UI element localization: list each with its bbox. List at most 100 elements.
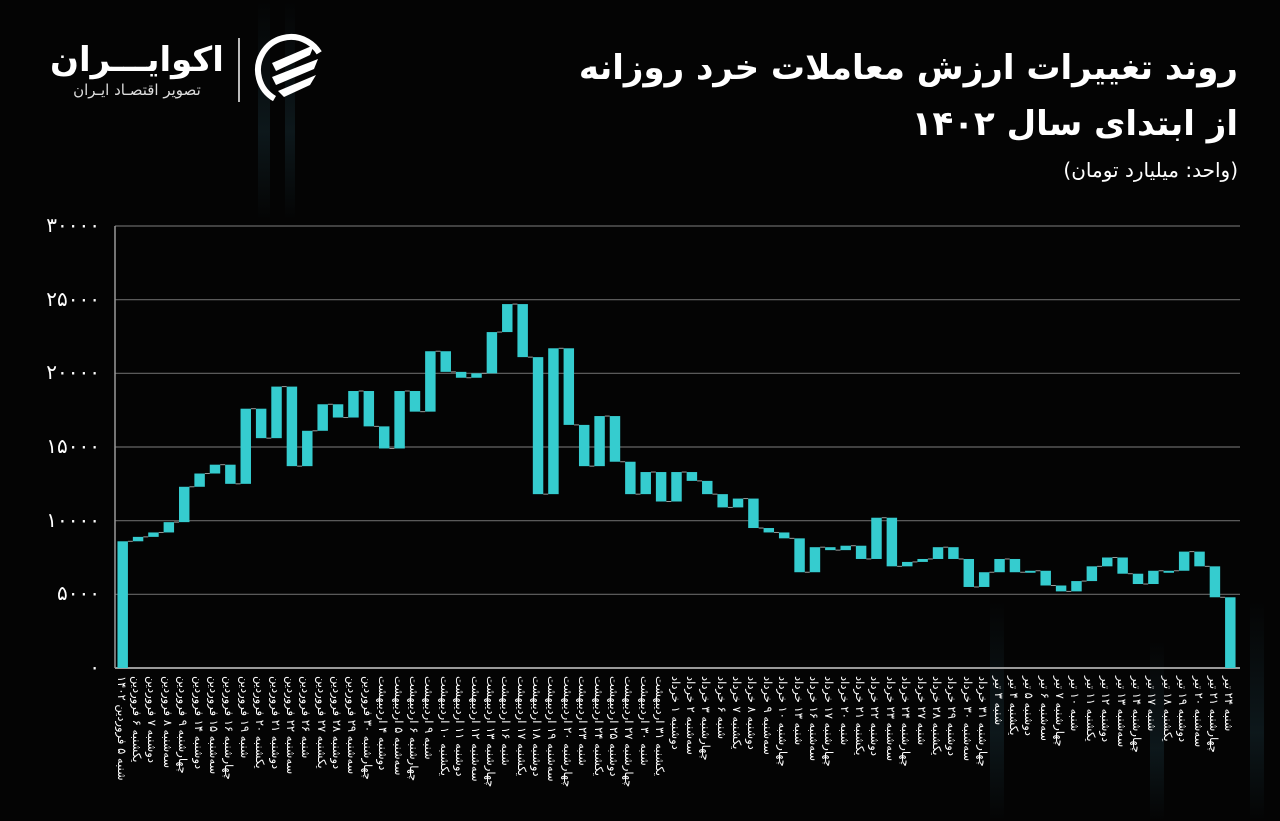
chart-title-line-2: از ابتدای سال ۱۴۰۲ [911,104,1238,144]
waterfall-bar [948,547,959,559]
x-tick-label: چهارشنبه ۲۰ اردیبهشت [560,676,575,788]
waterfall-bar [532,357,544,495]
x-tick-label: چهارشنبه ۳۰ فروردین [360,676,375,780]
waterfall-bar [117,541,128,668]
y-tick-label: ۲۵۰۰۰ [46,286,100,311]
x-tick-label: شنبه ۵ فروردین ۱۴۰۲ [114,676,129,781]
waterfall-bar [886,517,898,567]
waterfall-bar [1148,570,1159,585]
x-tick-label: دوشنبه ۱۸ اردیبهشت [530,676,545,777]
y-tick-label: ۲۰۰۰۰ [46,360,100,385]
y-tick-label: ۰ [89,655,100,679]
x-tick-label: دوشنبه ۷ فروردین [145,676,160,763]
x-tick-label: شنبه ۲۳ اردیبهشت [576,676,591,766]
x-tick-label: سه‌شنبه ۱۶ خرداد [806,676,821,762]
waterfall-bar [1194,551,1205,567]
x-tick-label: سه‌شنبه ۵ اردیبهشت [391,676,406,776]
x-tick-label: دوشنبه ۲۹ خرداد [945,676,960,756]
waterfall-bar [1163,570,1175,573]
waterfall-bar [1086,566,1098,582]
logo-separator [237,38,240,102]
waterfall-bar [363,391,375,427]
x-tick-label: چهارشنبه ۶ اردیبهشت [406,676,421,782]
waterfall-bar [994,558,1005,573]
background-stripe [1250,600,1264,821]
waterfall-bar [625,461,636,495]
x-tick-label: شنبه ۲۴ تیر [1222,676,1237,732]
x-tick-label: چهارشنبه ۷ تیر [1053,676,1068,747]
waterfall-bar [1225,597,1236,668]
waterfall-bar [317,404,328,431]
waterfall-bar [455,371,467,378]
waterfall-bar [425,351,436,412]
x-tick-label: چهارشنبه ۱۰ خرداد [776,676,791,767]
x-tick-label: شنبه ۱۹ فروردین [237,676,252,759]
waterfall-bar [917,558,928,562]
x-tick-label: شنبه ۱۳ خرداد [791,676,806,746]
x-tick-label: سه‌شنبه ۲ خرداد [683,676,698,755]
x-tick-label: چهارشنبه ۹ فروردین [176,676,191,774]
y-tick-label: ۵۰۰۰ [57,581,100,606]
x-tick-label: چهارشنبه ۳ خرداد [699,676,714,761]
ecoiran-logo-icon [254,34,327,106]
x-tick-label: چهارشنبه ۱۴ تیر [1130,676,1144,753]
x-tick-label: سه‌شنبه ۱۲ اردیبهشت [468,676,483,782]
waterfall-bar [778,532,790,539]
x-tick-label: سه‌شنبه ۳۰ خرداد [960,676,975,762]
logo-text: اکوایـــران تصویر اقتصـاد ایـران [50,40,224,100]
waterfall-bar [394,391,405,449]
waterfall-bar [409,391,421,412]
x-tick-label: شنبه ۱۷ تیر [1145,676,1160,732]
x-tick-label: چهارشنبه ۱۷ خرداد [822,676,837,767]
waterfall-bar [686,472,698,481]
background-stripe [990,600,1004,821]
waterfall-bar [255,408,267,439]
x-tick-label: دوشنبه ۴ اردیبهشت [376,676,391,771]
x-tick-label: چهارشنبه ۲۴ خرداد [899,676,914,767]
waterfall-bar [609,416,621,462]
waterfall-bar [271,386,282,439]
x-tick-label: شنبه ۳۰ اردیبهشت [637,676,652,766]
waterfall-bar [1102,557,1113,567]
waterfall-bar [578,424,590,467]
x-tick-label: چهارشنبه ۱۶ فروردین [222,676,237,780]
waterfall-bar [517,304,528,358]
x-tick-label: دوشنبه ۱ خرداد [668,676,683,750]
waterfall-bar [1209,566,1221,598]
x-tick-label: یکشنبه ۲۰ فروردین [253,676,268,769]
waterfall-bar [825,547,836,551]
waterfall-bar [302,430,313,467]
waterfall-bar [1009,558,1021,573]
x-tick-label: شنبه ۳ تیر [991,676,1006,726]
waterfall-bar [548,348,559,495]
chart-title-line-1: روند تغییرات ارزش معاملات خرد روزانه [578,48,1238,88]
waterfall-bar [748,498,759,529]
x-tick-label: دوشنبه ۱۲ تیر [1099,676,1114,743]
waterfall-bar [194,473,205,487]
waterfall-bar [702,480,713,495]
waterfall-bar [286,386,298,467]
x-tick-label: دوشنبه ۲۵ اردیبهشت [606,676,621,777]
x-tick-label: دوشنبه ۲۱ فروردین [268,676,283,770]
x-tick-label: سه‌شنبه ۱۳ تیر [1114,676,1129,748]
y-tick-label: ۳۰۰۰۰ [46,213,100,237]
x-tick-label: شنبه ۲۷ خرداد [914,676,929,746]
x-tick-label: یکشنبه ۱۷ اردیبهشت [514,676,529,776]
chart-unit-label: (واحد: میلیارد تومان) [1063,158,1238,182]
waterfall-bar [763,528,775,533]
x-tick-label: شنبه ۲۰ خرداد [837,676,852,746]
x-tick-label: شنبه ۱۶ اردیبهشت [499,676,514,766]
waterfall-bar [209,464,221,474]
waterfall-bar [855,545,867,559]
waterfall-bar [594,416,605,467]
waterfall-bar [1178,551,1190,571]
x-tick-label: دوشنبه ۱۹ تیر [1176,676,1191,743]
waterfall-bar [440,351,451,372]
waterfall-bar [178,486,190,523]
waterfall-bar [348,391,359,418]
x-tick-label: دوشنبه ۲۸ فروردین [330,676,345,770]
x-tick-label: سه‌شنبه ۱۹ اردیبهشت [545,676,560,782]
x-tick-label: سه‌شنبه ۱۵ فروردین [206,676,221,775]
